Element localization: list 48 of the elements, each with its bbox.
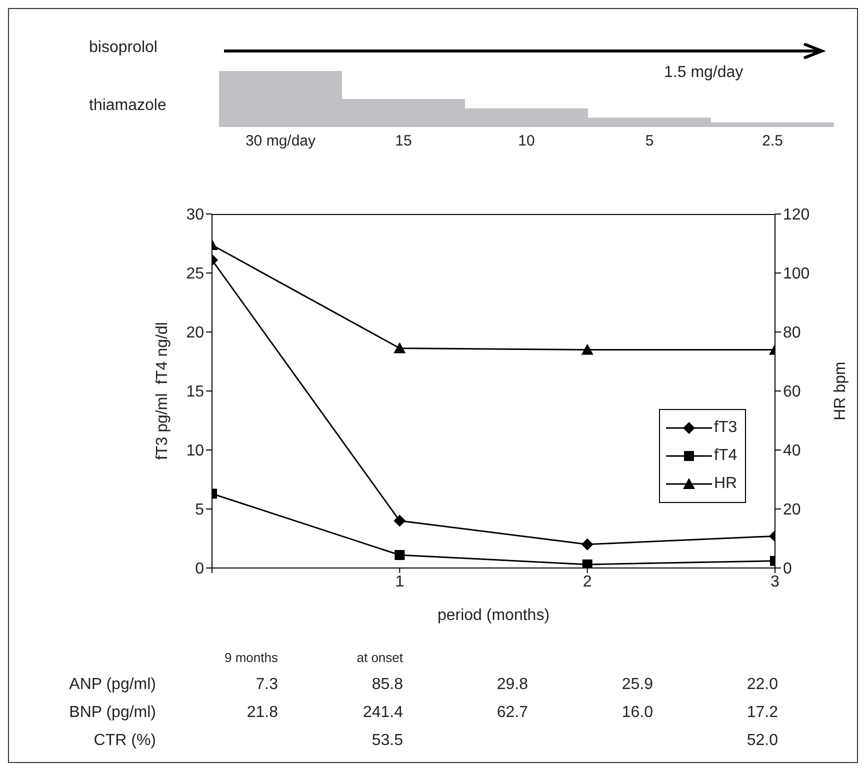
y-tick-label: 15 (186, 384, 204, 401)
y-tick-label: CTR (%) (94, 732, 156, 750)
y2-tick-label: 0 (783, 560, 792, 578)
x-tick-label: 15 (395, 132, 412, 150)
data-label: 29.8 (496, 675, 529, 695)
legend-label: HR (714, 475, 738, 493)
annotation: 1.5 mg/day (664, 64, 744, 82)
y2-tick-label: 80 (783, 324, 801, 342)
data-label: 22.0 (746, 675, 779, 695)
x-tick-label: 5 (645, 132, 654, 150)
y-tick-label: 30 (186, 206, 204, 224)
text: bisoprolol (89, 39, 158, 57)
x-tick-label: 30 mg/day (245, 132, 316, 150)
data-label: 17.2 (746, 703, 779, 723)
y-tick-label: 25 (186, 266, 204, 283)
y2-tick-label: 60 (783, 384, 801, 401)
data-label: 21.8 (246, 703, 279, 723)
x-tick-label: 9 months (224, 650, 279, 665)
y2-tick-label: 20 (783, 502, 801, 519)
y-axis-title: thiamazole (89, 97, 166, 115)
legend-label: fT4 (714, 447, 738, 465)
y-tick-label: 10 (186, 442, 204, 460)
x-tick-label: 10 (518, 132, 535, 150)
legend-label: fT3 (714, 419, 738, 437)
x-tick-label: at onset (356, 650, 404, 665)
y-tick-label: 5 (195, 502, 204, 519)
y2-tick-label: 120 (783, 206, 810, 224)
y2-axis-title: HR bpm (832, 362, 850, 420)
y2-tick-label: 40 (783, 442, 801, 460)
data-label: 25.9 (620, 675, 654, 695)
data-label: 52.0 (746, 731, 779, 751)
x-tick-label: 2.5 (762, 132, 783, 150)
y-tick-label: 0 (195, 560, 204, 578)
data-label: 241.4 (362, 703, 404, 723)
x-tick-label: 2 (582, 573, 592, 590)
y-tick-label: ANP (pg/ml) (69, 676, 156, 694)
data-label: 85.8 (370, 675, 404, 695)
data-label: 7.3 (254, 675, 279, 695)
y-axis-title: fT3 pg/ml fT4 ng/dl (154, 322, 172, 460)
y2-tick-label: 100 (783, 266, 810, 283)
x-axis-title: period (months) (437, 607, 550, 624)
x-tick-label: 3 (770, 573, 780, 590)
x-tick-label: 1 (395, 573, 404, 590)
data-label: 62.7 (496, 703, 529, 723)
data-label: 53.5 (370, 731, 404, 751)
y-tick-label: 20 (186, 324, 204, 342)
data-label: 16.0 (620, 703, 654, 723)
y-tick-label: BNP (pg/ml) (69, 704, 156, 722)
